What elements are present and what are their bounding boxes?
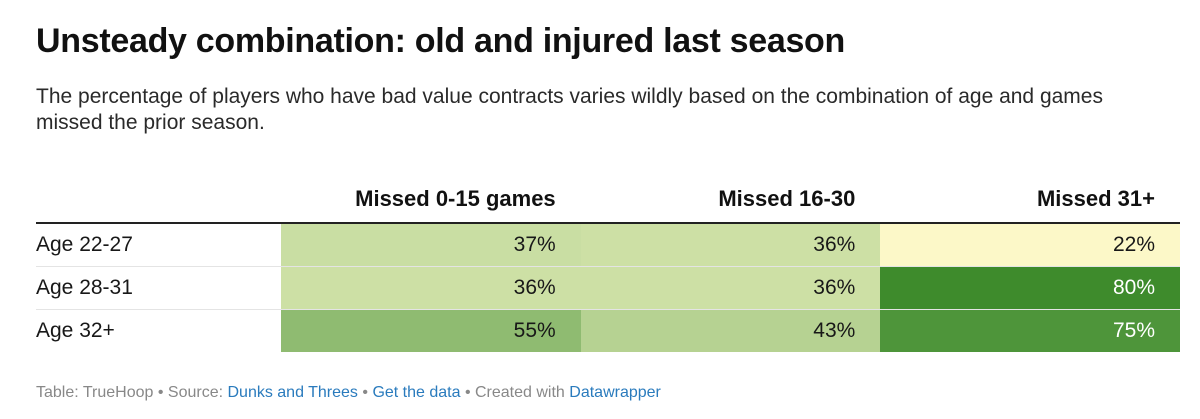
footer-created-with: • Created with [460,384,570,401]
header-corner [36,176,282,224]
heat-cell: 80% [880,266,1180,310]
row-label: Age 22-27 [36,223,282,267]
heat-cell: 75% [880,309,1180,352]
table-row: Age 22-27 37% 36% 22% [36,223,1180,267]
row-label: Age 32+ [36,309,282,352]
header-row: Missed 0-15 games Missed 16-30 Missed 31… [36,176,1180,224]
chart-footer: Table: TrueHoop • Source: Dunks and Thre… [36,384,661,402]
heatmap-table: Missed 0-15 games Missed 16-30 Missed 31… [36,176,1180,352]
chart-title: Unsteady combination: old and injured la… [36,22,845,60]
get-data-link[interactable]: Get the data [372,384,461,401]
heat-cell: 36% [580,223,881,267]
datawrapper-link[interactable]: Datawrapper [569,384,661,401]
column-header: Missed 16-30 [580,176,881,224]
table-row: Age 32+ 55% 43% 75% [36,309,1180,352]
heat-cell: 37% [281,223,581,267]
footer-credit: Table: TrueHoop • Source: [36,384,228,401]
column-header: Missed 31+ [880,176,1180,224]
table-row: Age 28-31 36% 36% 80% [36,266,1180,310]
source-link[interactable]: Dunks and Threes [227,384,358,401]
footer-separator: • [357,384,373,401]
heat-cell: 55% [281,309,581,352]
heat-cell: 22% [880,223,1180,267]
column-header: Missed 0-15 games [281,176,581,224]
heat-cell: 36% [580,266,881,310]
heat-cell: 36% [281,266,581,310]
chart-subtitle: The percentage of players who have bad v… [36,85,1103,134]
heat-cell: 43% [580,309,881,352]
row-label: Age 28-31 [36,266,282,310]
